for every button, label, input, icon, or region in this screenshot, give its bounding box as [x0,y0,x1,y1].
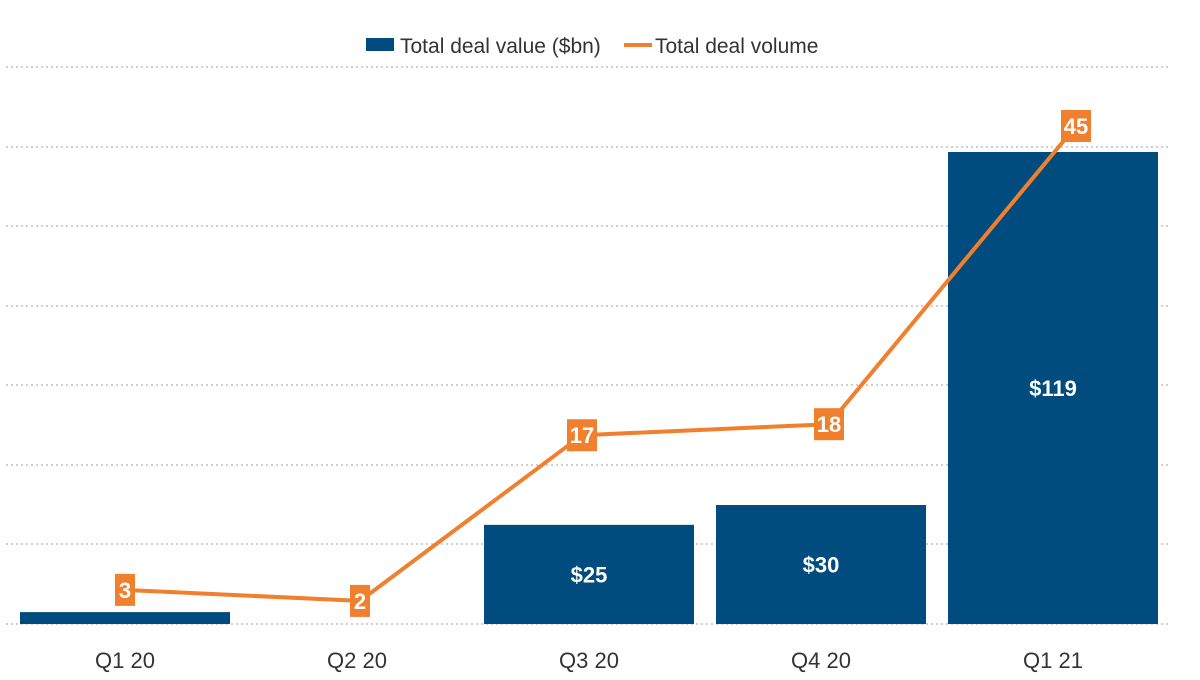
legend-swatch-deal-value [366,38,394,51]
legend: Total deal value ($bn) Total deal volume [366,35,818,58]
x-axis-ticks: Q1 20 Q2 20 Q3 20 Q4 20 Q1 21 [95,648,1083,673]
bar [20,612,230,624]
point-data-label: 3 [119,578,131,603]
bar-data-label: $30 [803,553,840,578]
point-data-label: 2 [354,589,366,614]
x-tick-label: Q3 20 [559,648,619,673]
x-tick-label: Q1 21 [1023,648,1083,673]
point-marker [350,584,370,617]
point-data-label: 45 [1064,114,1088,139]
x-tick-label: Q2 20 [327,648,387,673]
bar-data-label: $119 [1029,376,1077,401]
point-marker [567,419,597,452]
bar-series: $25 $30 $119 [20,152,1158,624]
point-marker [1061,110,1091,142]
legend-label-deal-volume: Total deal volume [655,35,818,58]
x-tick-label: Q4 20 [791,648,851,673]
bar-data-label: $25 [571,562,608,587]
x-tick-label: Q1 20 [95,648,155,673]
line-series: 3 2 17 18 45 [115,110,1091,617]
point-data-label: 17 [570,423,594,448]
bar [484,524,694,624]
bar [716,505,926,624]
legend-label-deal-value: Total deal value ($bn) [400,35,601,58]
point-data-label: 18 [817,412,841,437]
bar [948,152,1158,624]
point-marker [115,573,135,606]
point-marker [814,408,844,441]
